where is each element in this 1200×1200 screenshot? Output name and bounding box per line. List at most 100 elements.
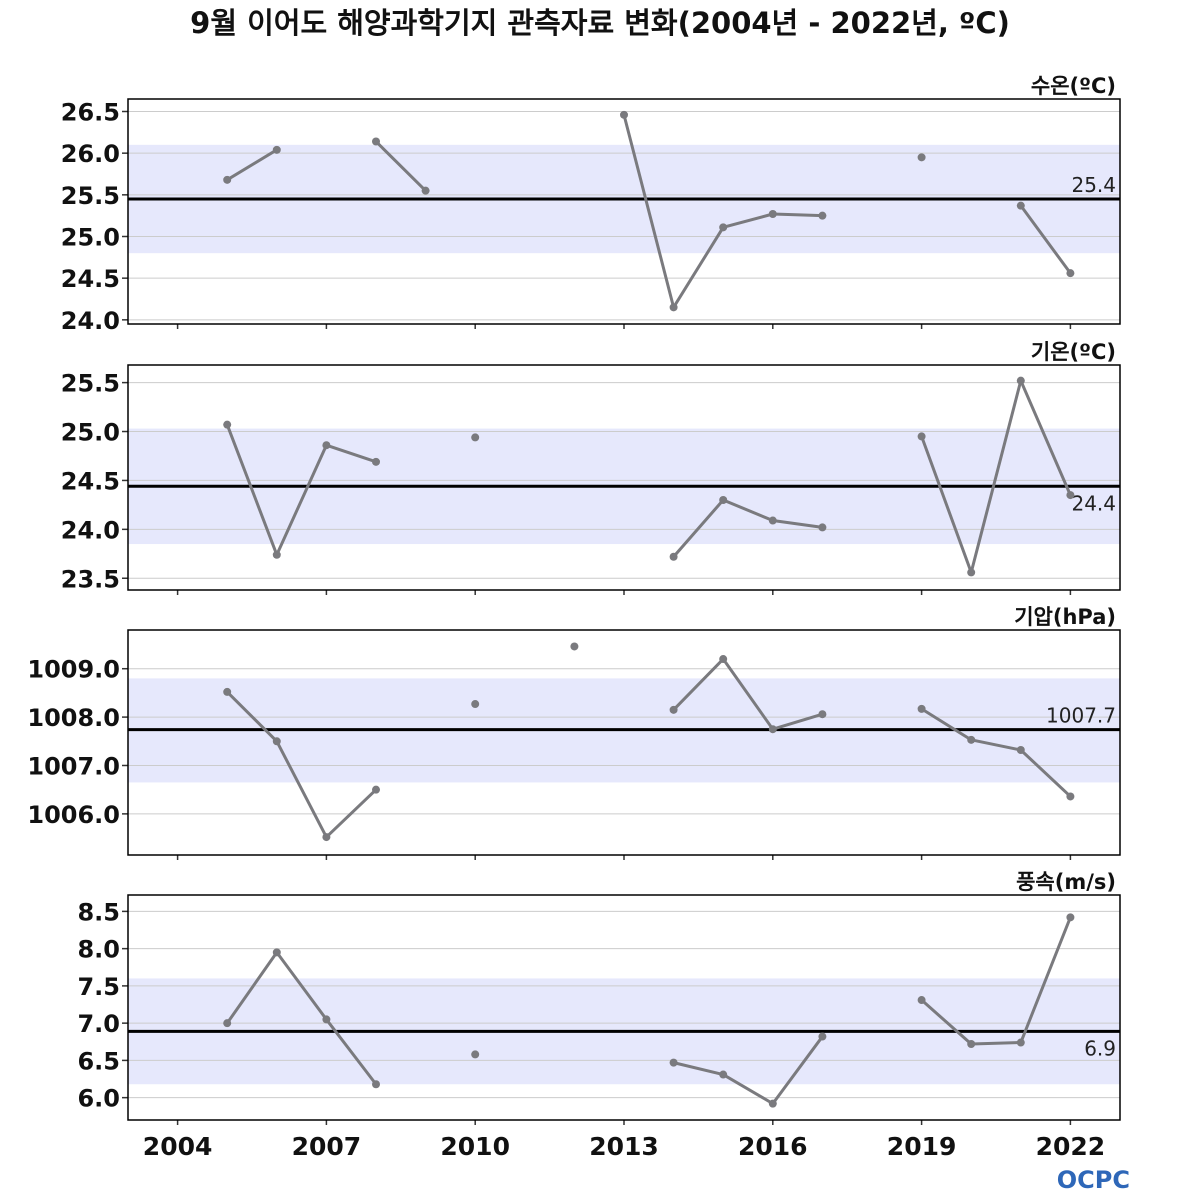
x-axis: 2004 2007 2010 2013 2016 2019 2022	[143, 1132, 1105, 1161]
y-tick-label: 24.5	[61, 467, 120, 495]
data-point-2022	[1066, 792, 1075, 801]
data-point-2005	[223, 420, 232, 429]
series-segment	[225, 423, 279, 557]
logo-text: OCPC	[1057, 1166, 1130, 1194]
series-segment	[1019, 204, 1072, 275]
y-tick-label: 1007.0	[27, 752, 120, 780]
mean-label: 1007.7	[1046, 704, 1116, 728]
panel-2: 23.5 24.0 24.5 25.0 25.5 24.4 기온(ºC)	[61, 340, 1121, 595]
series-segment	[721, 212, 775, 229]
y-tick-label: 24.0	[61, 307, 120, 335]
mean-label: 6.9	[1084, 1036, 1116, 1060]
x-tick-label: 2022	[1036, 1132, 1106, 1161]
panel-frame	[127, 364, 1121, 591]
data-point-2015	[719, 655, 728, 664]
panel-frame	[127, 98, 1121, 325]
series-segment	[969, 379, 1023, 574]
series-segment	[324, 443, 378, 464]
data-point-2014	[669, 705, 678, 714]
data-point-2022	[1066, 913, 1075, 922]
data-point-2007	[322, 441, 331, 450]
y-tick-label: 1006.0	[27, 801, 120, 829]
series-segment	[771, 212, 824, 218]
y-tick-label: 24.5	[61, 265, 120, 293]
x-tick-label: 2019	[887, 1132, 957, 1161]
data-point-2021	[1016, 201, 1025, 210]
data-point-2012	[570, 642, 579, 651]
series-segment	[225, 690, 279, 743]
series-segment	[771, 1035, 824, 1106]
data-point-2022	[1066, 269, 1075, 278]
data-point-2015	[719, 1070, 728, 1079]
series-segment	[672, 657, 725, 712]
y-tick-label: 7.0	[77, 1010, 120, 1038]
y-tick-label: 25.5	[61, 370, 120, 398]
series-segment	[1019, 915, 1072, 1045]
series-segment	[721, 657, 775, 731]
series-segment	[225, 148, 279, 182]
panel-label: 기온(ºC)	[1031, 340, 1116, 364]
x-tick-label: 2013	[589, 1132, 659, 1161]
data-point-2005	[223, 175, 232, 184]
data-point-2005	[223, 687, 232, 696]
data-point-2006	[272, 737, 281, 746]
y-tick-label: 7.5	[77, 973, 120, 1001]
panel-4: 6.0 6.5 7.0 7.5 8.0 8.5 6.9 풍속(m/s)	[77, 870, 1121, 1125]
data-point-2005	[223, 1019, 232, 1028]
data-point-2008	[372, 1080, 380, 1089]
series-segment	[225, 950, 279, 1025]
series-segment	[275, 443, 328, 557]
data-point-2016	[768, 210, 777, 218]
data-point-2006	[272, 550, 281, 559]
panel-frame	[127, 629, 1121, 856]
y-tick-label: 23.5	[61, 565, 120, 593]
ocpc-logo: OCPC	[1057, 1166, 1130, 1194]
x-tick-label: 2010	[440, 1132, 510, 1161]
series-segment	[324, 1017, 378, 1086]
data-point-2006	[272, 145, 281, 154]
mean-label: 24.4	[1071, 491, 1116, 515]
data-point-2017	[818, 1032, 827, 1041]
data-point-2014	[669, 303, 678, 312]
x-tick-label: 2007	[292, 1132, 362, 1161]
y-tick-label: 25.0	[61, 224, 120, 252]
series-segment	[672, 225, 725, 309]
x-tick-label: 2004	[143, 1132, 213, 1161]
series-segment	[771, 519, 824, 529]
series-segment	[721, 1073, 775, 1106]
x-tick-label: 2016	[738, 1132, 808, 1161]
mean-label: 25.4	[1071, 173, 1116, 197]
y-tick-label: 25.5	[61, 182, 120, 210]
data-point-2007	[322, 833, 331, 842]
series-segment	[920, 998, 973, 1046]
y-tick-label: 1009.0	[27, 656, 120, 684]
data-point-2008	[372, 457, 380, 466]
data-point-2017	[818, 710, 827, 719]
series-segment	[920, 434, 973, 574]
data-point-2019	[917, 153, 926, 162]
y-tick-label: 26.0	[61, 140, 120, 168]
chart-title: 9월 이어도 해양과학기지 관측자료 변화(2004년 - 2022년, ºC)	[190, 6, 1010, 40]
data-point-2010	[471, 700, 480, 709]
panel-1: 24.0 24.5 25.0 25.5 26.0 26.5 25.4 수온(ºC)	[61, 74, 1121, 335]
y-tick-label: 1008.0	[27, 704, 120, 732]
data-point-2009	[421, 186, 430, 195]
data-point-2007	[322, 1015, 331, 1024]
series-segment	[969, 1041, 1023, 1046]
data-point-2017	[818, 211, 827, 220]
data-point-2019	[917, 704, 926, 713]
series-segment	[324, 788, 378, 839]
series-segment	[672, 1061, 725, 1077]
data-point-2014	[669, 1058, 678, 1067]
data-point-2014	[669, 552, 678, 561]
data-point-2006	[272, 948, 281, 957]
data-point-2022	[1066, 491, 1075, 500]
y-tick-label: 25.0	[61, 419, 120, 447]
data-point-2008	[372, 785, 380, 794]
y-tick-label: 8.5	[77, 898, 120, 926]
series-segment	[622, 113, 676, 309]
y-tick-label: 24.0	[61, 516, 120, 544]
series-segment	[275, 950, 328, 1021]
series-segment	[374, 140, 428, 193]
